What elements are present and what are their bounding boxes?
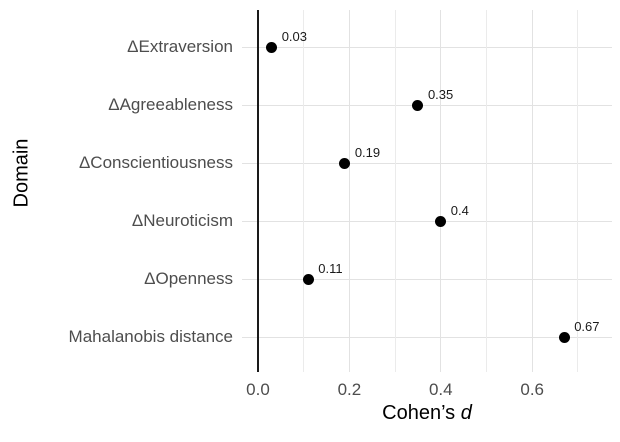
data-point (435, 215, 447, 227)
gridline-horizontal (242, 220, 612, 222)
x-axis-title-text: Cohen’s (382, 402, 456, 424)
gridline-vertical-major (348, 10, 350, 372)
gridline-horizontal (242, 46, 612, 48)
data-point (412, 99, 424, 111)
category-label: ΔOpenness (144, 269, 233, 288)
gridline-horizontal (242, 278, 612, 280)
x-tick-label: 0.2 (337, 380, 362, 399)
x-tick-label: 0.4 (428, 380, 453, 399)
x-tick-label: 0.6 (520, 380, 544, 399)
gridline-horizontal (242, 162, 612, 164)
category-label: ΔNeuroticism (131, 211, 233, 230)
category-label: ΔConscientiousness (78, 153, 233, 172)
plot-panel: 0.03 0.35 0.19 0.4 0.11 0.67 (242, 10, 612, 372)
gridline-horizontal (242, 104, 612, 106)
category-label: ΔAgreeableness (108, 95, 233, 114)
gridline-vertical-minor (303, 10, 305, 372)
data-point (558, 331, 570, 343)
x-axis-title: Cohen’s d (242, 402, 612, 425)
data-point-value-label: 0.19 (354, 145, 381, 160)
data-point-value-label: 0.11 (318, 261, 343, 276)
x-axis-title-italic: d (460, 402, 472, 424)
data-point-value-label: 0.35 (427, 87, 454, 102)
x-tick-label: 0.0 (246, 380, 270, 399)
y-axis-title: Domain (10, 138, 33, 208)
data-point (302, 273, 314, 285)
gridline-horizontal (242, 336, 612, 338)
gridline-vertical-minor (486, 10, 487, 372)
category-label: Mahalanobis distance (68, 327, 233, 346)
gridline-vertical-major (531, 10, 533, 372)
gridline-vertical-minor (394, 10, 396, 372)
category-label: ΔExtraversion (127, 37, 233, 56)
data-point (339, 157, 351, 169)
data-point-value-label: 0.4 (450, 203, 469, 218)
data-point-value-label: 0.03 (281, 29, 308, 44)
gridline-vertical-major (440, 10, 442, 372)
y-axis-labels: ΔExtraversion ΔAgreeableness ΔConscientiou… (0, 0, 233, 442)
data-point-value-label: 0.67 (574, 319, 600, 334)
data-point (266, 41, 278, 53)
zero-reference-line (257, 10, 259, 372)
gridline-vertical-minor (577, 10, 579, 372)
